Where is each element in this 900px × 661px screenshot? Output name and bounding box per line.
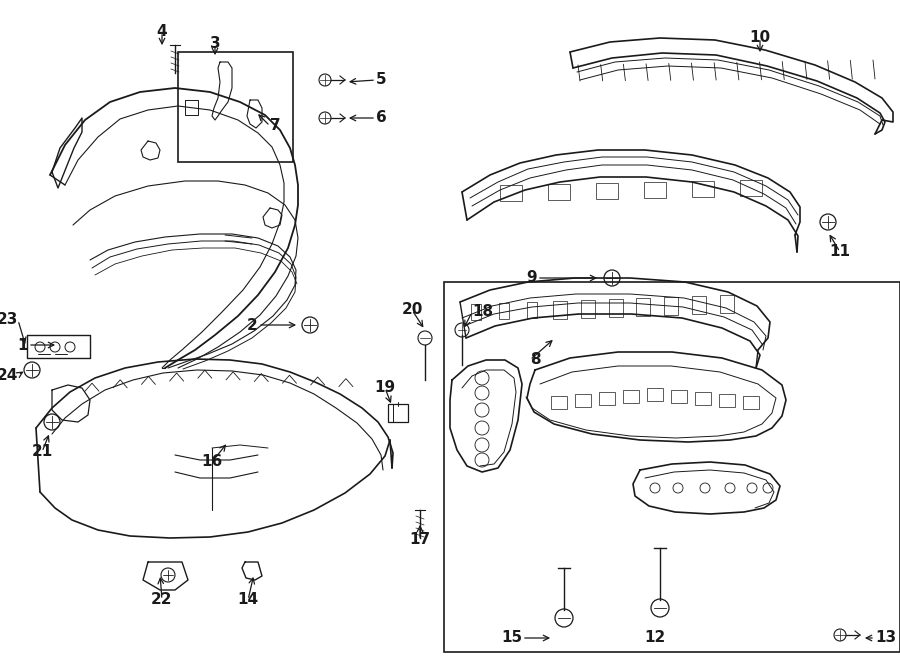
Bar bbox=[636, 297, 651, 316]
Text: 11: 11 bbox=[830, 245, 850, 260]
Bar bbox=[553, 301, 567, 319]
Bar bbox=[500, 303, 509, 319]
Text: 13: 13 bbox=[875, 631, 896, 646]
Bar bbox=[740, 180, 762, 196]
Bar bbox=[472, 303, 482, 319]
Text: 18: 18 bbox=[472, 305, 493, 319]
Text: 10: 10 bbox=[750, 30, 770, 46]
Text: 22: 22 bbox=[151, 592, 173, 607]
Text: 23: 23 bbox=[0, 313, 18, 327]
Bar bbox=[599, 393, 616, 405]
Bar bbox=[692, 181, 714, 197]
Bar bbox=[720, 295, 734, 313]
Bar bbox=[551, 397, 567, 409]
Text: 5: 5 bbox=[376, 73, 387, 87]
Bar bbox=[644, 182, 666, 198]
Text: 8: 8 bbox=[530, 352, 541, 368]
Bar bbox=[664, 297, 679, 315]
Bar bbox=[548, 184, 570, 200]
Text: 1: 1 bbox=[17, 338, 28, 352]
Bar bbox=[671, 389, 688, 403]
Bar bbox=[647, 389, 663, 401]
Bar bbox=[500, 185, 522, 201]
Bar bbox=[527, 301, 537, 317]
Text: 17: 17 bbox=[410, 533, 430, 547]
Bar bbox=[178, 52, 293, 162]
Text: 15: 15 bbox=[501, 631, 522, 646]
Bar bbox=[743, 395, 760, 408]
Text: 9: 9 bbox=[526, 270, 537, 286]
Bar bbox=[575, 395, 591, 407]
Bar bbox=[596, 183, 618, 199]
Text: 3: 3 bbox=[210, 36, 220, 52]
Text: 24: 24 bbox=[0, 368, 18, 383]
Bar bbox=[692, 295, 706, 314]
Text: 7: 7 bbox=[270, 118, 281, 134]
Bar bbox=[608, 299, 623, 317]
Text: 12: 12 bbox=[644, 631, 666, 646]
Bar bbox=[388, 404, 408, 422]
Text: 20: 20 bbox=[401, 303, 423, 317]
Text: 19: 19 bbox=[374, 381, 396, 395]
Text: 14: 14 bbox=[238, 592, 258, 607]
Bar bbox=[623, 391, 639, 403]
Text: 21: 21 bbox=[32, 444, 52, 459]
Bar bbox=[695, 391, 711, 405]
Text: 6: 6 bbox=[376, 110, 387, 126]
Text: 16: 16 bbox=[202, 455, 222, 469]
Bar bbox=[719, 393, 735, 407]
Text: 2: 2 bbox=[248, 317, 258, 332]
Bar bbox=[580, 299, 595, 318]
Bar bbox=[444, 282, 900, 652]
Text: 4: 4 bbox=[157, 24, 167, 40]
